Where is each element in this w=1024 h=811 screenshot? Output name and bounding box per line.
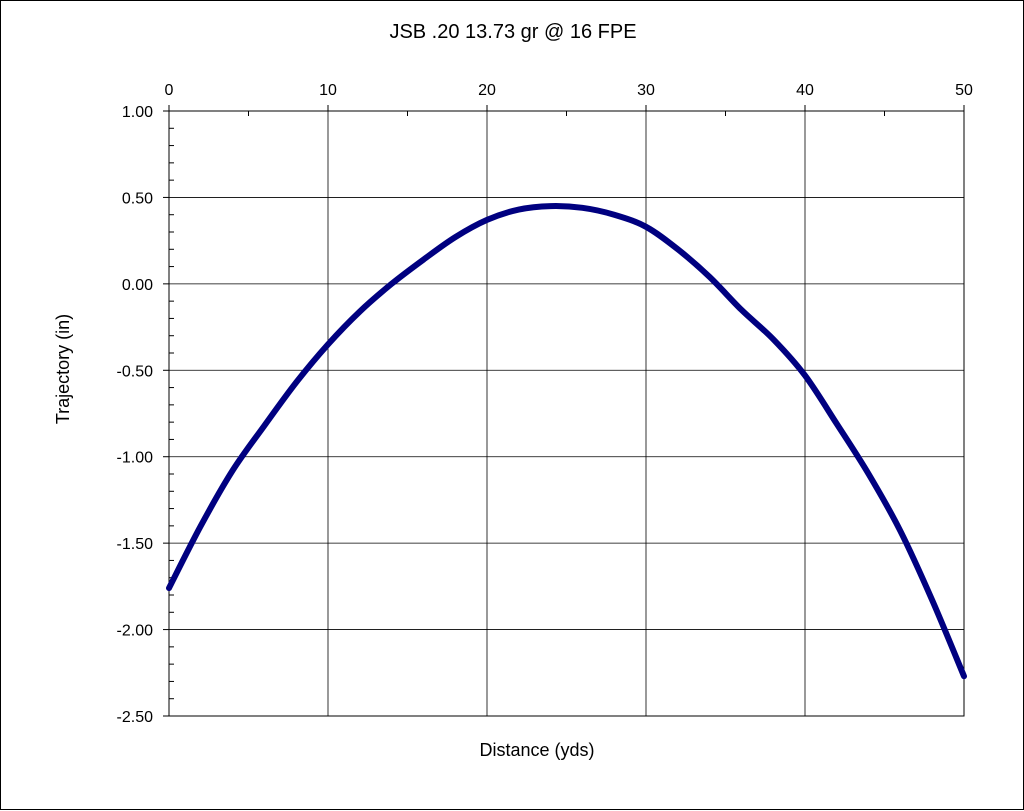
- x-tick-label: 50: [955, 82, 973, 99]
- plot-border: [168, 110, 965, 717]
- series-line-trajectory: [166, 203, 967, 680]
- x-tick-label: 30: [637, 82, 655, 99]
- x-tick-label: 10: [319, 82, 337, 99]
- x-tick-label: 40: [796, 82, 814, 99]
- y-tick-label: 0.50: [122, 190, 153, 207]
- y-tick-label: -2.50: [117, 709, 154, 726]
- y-tick-label: 1.00: [122, 104, 153, 121]
- series-layer: [166, 203, 967, 680]
- y-tick-label: -2.00: [117, 623, 154, 640]
- y-tick-label: -1.50: [117, 536, 154, 553]
- ticks: 0 10 20 30 40 50 1.00 0.50 0.00 -0.50 -1.00 -1.50 -2…: [117, 82, 973, 726]
- chart-title: JSB .20 13.73 gr @ 16 FPE: [389, 21, 636, 43]
- y-tick-label: -1.00: [117, 450, 154, 467]
- grid: [168, 110, 965, 717]
- x-axis-label: Distance (yds): [479, 740, 594, 760]
- y-tick-label: -0.50: [117, 363, 154, 380]
- y-axis-label: Trajectory (in): [53, 314, 73, 424]
- x-tick-label: 0: [165, 82, 174, 99]
- y-tick-label: 0.00: [122, 277, 153, 294]
- x-tick-label: 20: [478, 82, 496, 99]
